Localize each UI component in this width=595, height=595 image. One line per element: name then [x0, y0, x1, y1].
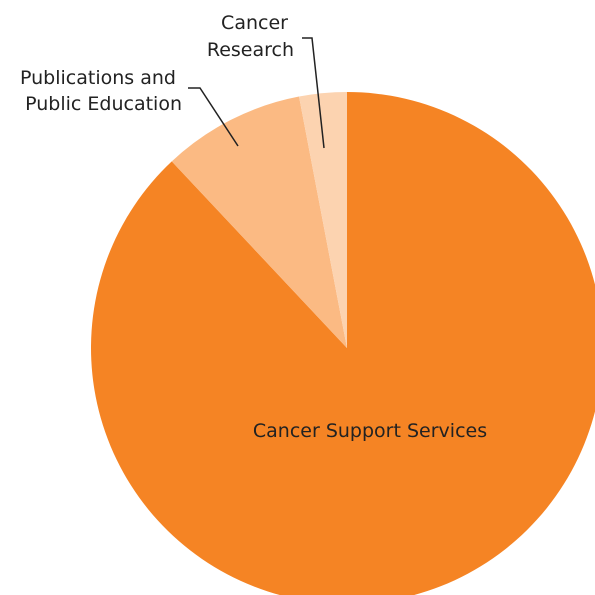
slice-label-cancer-research: Cancer Research — [207, 12, 294, 61]
slice-labels: Cancer Support Services Publications and… — [20, 12, 487, 442]
slice-label-line: Cancer — [221, 12, 288, 34]
label-leaders — [188, 37, 325, 149]
pie-slice-cancer-research — [299, 91, 347, 348]
leader-cancer-research — [302, 37, 325, 149]
pie-slice-publications-and-public-education — [171, 96, 347, 348]
slice-label-line: Cancer Support Services — [253, 420, 487, 442]
pie-slice-cancer-support-services — [91, 92, 595, 595]
slice-label-line: Public Education — [25, 93, 182, 115]
leader-publications-and-public-education — [188, 87, 239, 147]
slice-label-cancer-support-services: Cancer Support Services — [253, 420, 487, 442]
slice-label-line: Publications and — [20, 67, 176, 89]
slice-label-line: Research — [207, 39, 294, 61]
slice-label-publications-and-public-education: Publications and Public Education — [20, 67, 182, 115]
pie-slices — [91, 91, 595, 595]
